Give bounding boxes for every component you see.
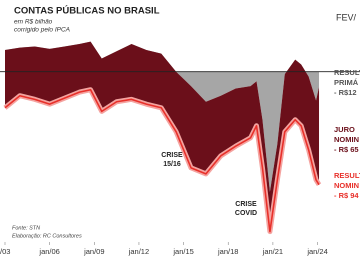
primary-area: [5, 41, 320, 192]
legend-label: PRIMÁ: [334, 78, 359, 87]
legend-label: RESULT: [334, 171, 360, 180]
annotation: CRISE: [235, 201, 257, 208]
legend-label: RESULT: [334, 68, 360, 77]
source: Elaboração: RC Consultores: [12, 233, 82, 239]
subtitle: corrigido pelo IPCA: [14, 27, 70, 34]
x-tick-label: jan/21: [262, 247, 283, 256]
legend-label: - R$ 65: [334, 145, 359, 154]
x-tick-label: jan/09: [83, 247, 104, 256]
x-tick-label: jan/18: [217, 247, 238, 256]
chart-title: CONTAS PÚBLICAS NO BRASIL: [14, 5, 160, 17]
legend-label: NOMIN: [334, 181, 359, 190]
annotation: COVID: [235, 210, 257, 217]
legend-label: NOMIN: [334, 135, 359, 144]
subtitle: em R$ bilhão: [14, 19, 53, 26]
x-tick-label: jan/24: [306, 247, 327, 256]
plot: [0, 41, 360, 235]
x-tick-label: /03: [0, 247, 10, 256]
legend-label: - R$12: [334, 88, 357, 97]
corner-label: FEV/: [336, 12, 357, 22]
x-tick-label: jan/06: [38, 247, 59, 256]
x-tick-label: jan/15: [172, 247, 193, 256]
x-tick-label: jan/12: [128, 247, 149, 256]
annotation: CRISE: [161, 152, 183, 159]
annotation: 15/16: [163, 161, 181, 168]
legend-label: - R$ 94: [334, 191, 359, 200]
legend-label: JURO: [334, 125, 355, 134]
source: Fonte: STN: [12, 225, 40, 231]
nominal-line: [4, 88, 320, 233]
